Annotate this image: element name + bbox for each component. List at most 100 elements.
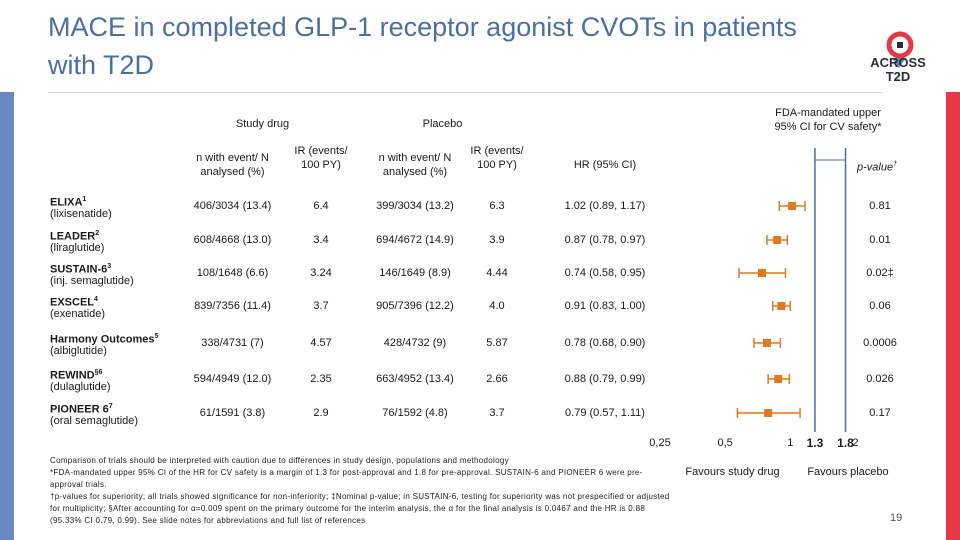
placebo-ir: 3.9 — [489, 234, 505, 246]
trial-reference: 1 — [82, 196, 87, 203]
p-value: 0.0006 — [863, 337, 897, 349]
placebo-n-event: 428/4732 (9) — [383, 337, 447, 349]
page-title: MACE in completed GLP-1 receptor agonist… — [48, 12, 797, 80]
trial-drug: (exenatide) — [50, 308, 106, 320]
trial-reference: 7 — [108, 403, 113, 410]
hr-marker — [773, 236, 782, 244]
pvalue-header: p-value† — [857, 161, 897, 174]
trial-reference: §6 — [94, 369, 103, 376]
axis-tick-label: 1 — [787, 437, 794, 449]
trial-name: EXSCEL4 — [50, 296, 98, 309]
hr-marker — [788, 202, 797, 210]
hr-marker — [774, 375, 783, 383]
placebo-n-event: 399/3034 (13.2) — [376, 200, 454, 212]
hr-marker — [777, 302, 786, 310]
hr-ci-text: 0.78 (0.68, 0.90) — [564, 337, 646, 349]
p-value: 0.01 — [869, 234, 891, 246]
hr-header: HR (95% CI) — [573, 159, 637, 171]
footnote-pvalues: †p-values for superiority; all trials sh… — [50, 492, 670, 525]
trial-reference: 3 — [107, 263, 112, 270]
p-value: 0.81 — [869, 200, 891, 212]
placebo-ir: 5.87 — [486, 337, 508, 349]
axis-tick-label: 2 — [852, 437, 859, 449]
drug-ir: 3.24 — [310, 267, 332, 279]
placebo-n-event: 76/1592 (4.8) — [382, 407, 448, 419]
trial-name: LEADER2 — [50, 230, 100, 243]
trial-name: REWIND§6 — [50, 369, 103, 382]
drug-ir: 4.57 — [310, 337, 332, 349]
hr-ci-text: 0.74 (0.58, 0.95) — [564, 267, 646, 279]
placebo-n-event: 146/1649 (8.9) — [379, 267, 451, 279]
placebo-n-event: 905/7396 (12.2) — [376, 300, 454, 312]
drug-n-event-header: n with event/ N analysed (%) — [196, 152, 269, 178]
page-number: 19 — [890, 512, 903, 524]
trial-name: ELIXA1 — [50, 196, 87, 209]
drug-n-event: 839/7356 (11.4) — [194, 300, 271, 312]
footnote-comparison: Comparison of trials should be interpret… — [50, 456, 509, 465]
hr-marker — [757, 269, 766, 277]
placebo-ir: 4.0 — [489, 300, 505, 312]
placebo-ir: 3.7 — [489, 407, 505, 419]
drug-ir-header: IR (events/ 100 PY) — [294, 145, 348, 171]
axis-tick-label: 1.8 — [837, 436, 854, 450]
trial-reference: 2 — [95, 230, 100, 237]
trial-reference: 4 — [94, 296, 98, 303]
drug-ir: 3.7 — [313, 300, 329, 312]
fda-bracket — [814, 150, 847, 161]
p-value: 0.026 — [866, 373, 894, 385]
axis-tick-label: 1.3 — [806, 436, 824, 450]
hr-ci-text: 0.88 (0.79, 0.99) — [564, 373, 646, 385]
p-value: 0.17 — [869, 407, 891, 419]
trial-drug: (albiglutide) — [50, 345, 107, 357]
favours-study-drug-label: Favours study drug — [685, 466, 780, 478]
axis-tick-label: 0,5 — [717, 437, 733, 449]
hr-ci-text: 0.91 (0.83, 1.00) — [564, 300, 646, 312]
placebo-header: Placebo — [422, 118, 463, 130]
trial-drug: (oral semaglutide) — [50, 415, 139, 427]
drug-n-event: 608/4668 (13.0) — [193, 234, 272, 246]
footnotes: Comparison of trials should be interpret… — [50, 455, 675, 527]
title-divider — [48, 92, 883, 93]
trial-reference: 5 — [154, 333, 159, 340]
right-accent-bar — [946, 92, 960, 540]
footnote-fda: *FDA-mandated upper 95% CI of the HR for… — [50, 468, 643, 489]
hr-ci-text: 0.79 (0.57, 1.11) — [565, 407, 645, 419]
hr-marker — [764, 409, 773, 417]
trial-drug: (lixisenatide) — [50, 208, 112, 220]
logo-text: ACROSS T2D — [870, 55, 926, 84]
drug-n-event: 108/1648 (6.6) — [196, 267, 269, 279]
left-accent-bar — [0, 92, 14, 540]
fda-margin-label: FDA-mandated upper 95% CI for CV safety* — [772, 106, 884, 134]
p-value: 0.06 — [869, 300, 891, 312]
drug-ir: 6.4 — [313, 200, 329, 212]
drug-n-event: 61/1591 (3.8) — [199, 407, 266, 419]
drug-n-event: 338/4731 (7) — [201, 337, 264, 349]
drug-ir: 2.35 — [310, 373, 332, 385]
drug-ir: 3.4 — [313, 234, 329, 246]
trial-name: SUSTAIN-63 — [50, 263, 112, 276]
placebo-n-event: 663/4952 (13.4) — [376, 373, 454, 385]
drug-ir: 2.9 — [313, 407, 329, 419]
trial-drug: (dulaglutide) — [50, 381, 111, 393]
trial-drug: (inj. semaglutide) — [50, 275, 134, 287]
trial-name: PIONEER 67 — [50, 403, 113, 416]
drug-n-event: 594/4949 (12.0) — [193, 373, 272, 385]
axis-tick-label: 0,25 — [649, 437, 671, 449]
placebo-ir: 4.44 — [486, 267, 508, 279]
trial-drug: (liraglutide) — [50, 242, 105, 254]
favours-placebo-label: Favours placebo — [807, 466, 889, 478]
p-value: 0.02‡ — [866, 267, 894, 279]
study-drug-header: Study drug — [235, 118, 290, 130]
drug-n-event: 406/3034 (13.4) — [193, 200, 272, 212]
placebo-n-event: 694/4672 (14.9) — [376, 234, 454, 246]
placebo-ir-header: IR (events/ 100 PY) — [470, 145, 524, 171]
placebo-n-event-header: n with event/ N analysed (%) — [378, 152, 452, 178]
hr-marker — [762, 339, 771, 347]
across-t2d-logo-icon — [886, 31, 914, 68]
hr-ci-text: 0.87 (0.78, 0.97) — [564, 234, 646, 246]
placebo-ir: 2.66 — [486, 373, 508, 385]
trial-name: Harmony Outcomes5 — [50, 333, 159, 346]
hr-ci-text: 1.02 (0.89, 1.17) — [564, 200, 646, 212]
placebo-ir: 6.3 — [489, 200, 505, 212]
